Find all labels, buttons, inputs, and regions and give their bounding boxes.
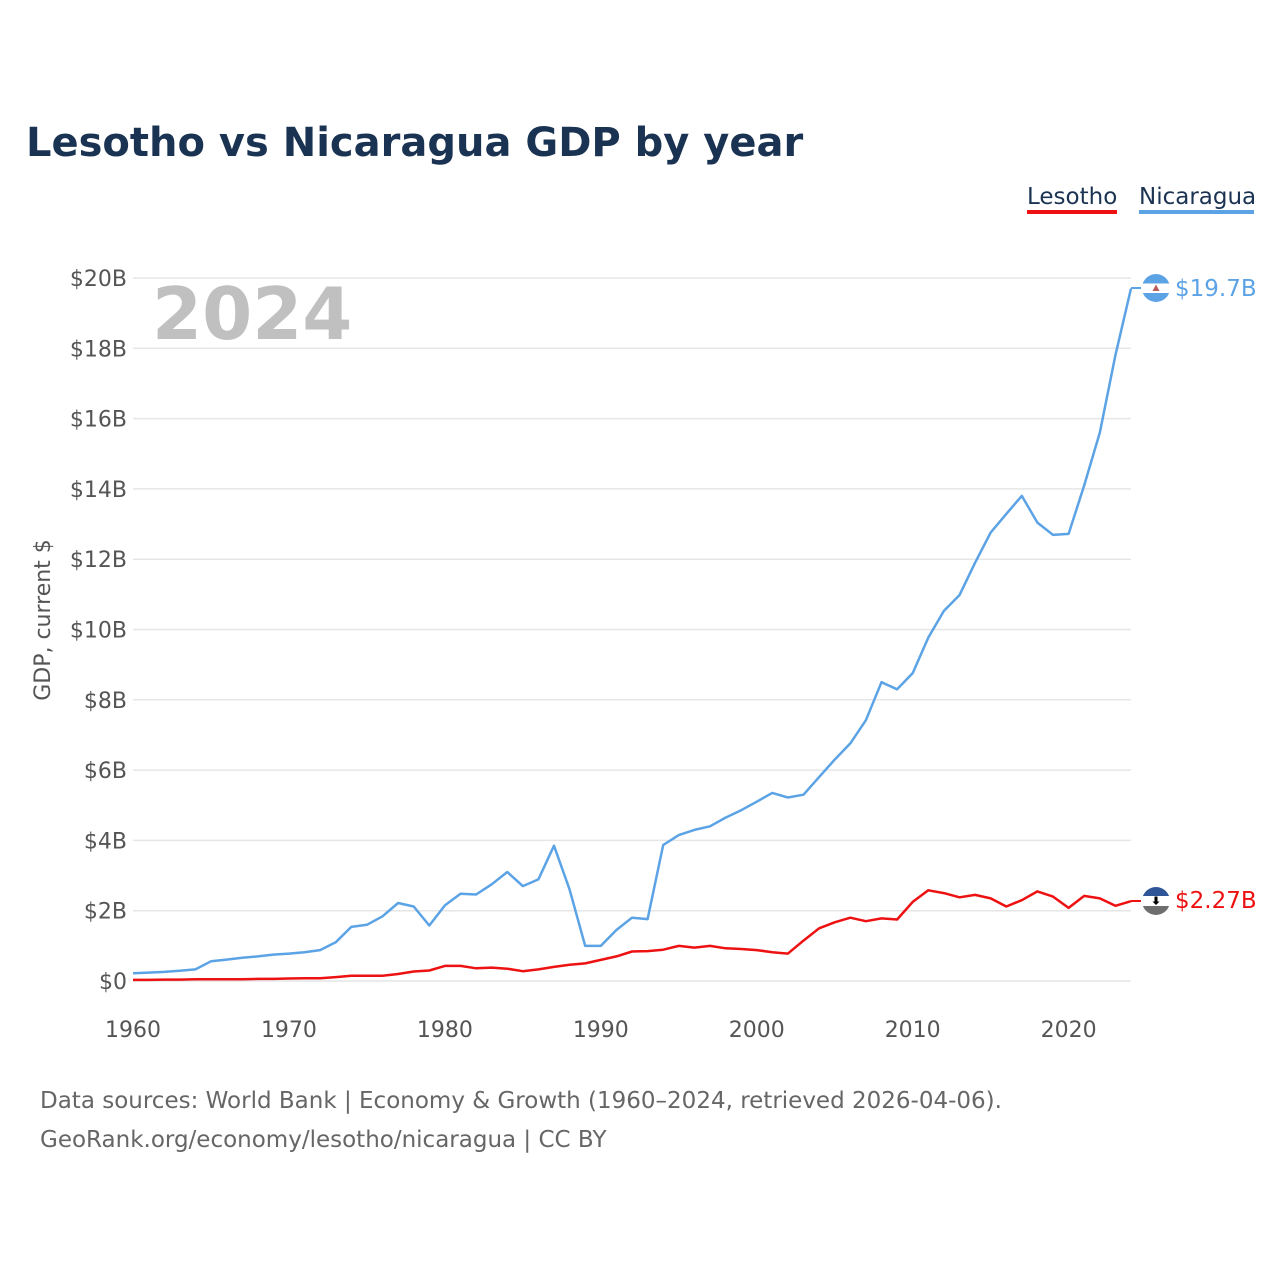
x-tick-label: 1980: [417, 1018, 473, 1043]
y-tick-label: $16B: [70, 408, 127, 433]
nicaragua-end-marker: $19.7B: [1131, 274, 1257, 302]
y-tick-label: $18B: [70, 337, 127, 362]
source-text: Data sources: World Bank | Economy & Gro…: [40, 1088, 1002, 1114]
y-tick-label: $4B: [84, 829, 127, 854]
credit-link[interactable]: GeoRank.org/economy/lesotho/nicaragua | …: [40, 1127, 607, 1153]
y-tick-label: $10B: [70, 619, 127, 644]
legend-item-nicaragua[interactable]: Nicaragua: [1139, 184, 1256, 214]
y-tick-label: $0: [99, 970, 127, 995]
y-tick-label: $14B: [70, 478, 127, 503]
legend-swatch-lesotho: [1027, 210, 1117, 214]
x-tick-label: 2020: [1041, 1018, 1097, 1043]
y-tick-label: $20B: [70, 267, 127, 292]
lesotho-end-value: $2.27B: [1175, 888, 1257, 914]
x-tick-label: 1970: [261, 1018, 317, 1043]
chart-title: Lesotho vs Nicaragua GDP by year: [26, 120, 803, 166]
y-tick-label: $2B: [84, 900, 127, 925]
series-line-nicaragua: [132, 288, 1133, 975]
legend: Lesotho Nicaragua: [1027, 184, 1256, 214]
x-tick-label: 1960: [105, 1018, 161, 1043]
nicaragua-flag-icon: [1142, 274, 1170, 302]
nicaragua-end-value: $19.7B: [1175, 276, 1257, 302]
legend-label-nicaragua: Nicaragua: [1139, 184, 1256, 210]
gridlines: [133, 277, 1131, 982]
series-lines: [132, 288, 1133, 982]
x-axis-ticks: 1960 1970 1980 1990 2000 2010 2020: [105, 1018, 1097, 1043]
legend-item-lesotho[interactable]: Lesotho: [1027, 184, 1117, 214]
series-line-lesotho: [133, 889, 1132, 982]
y-tick-label: $6B: [84, 759, 127, 784]
legend-label-lesotho: Lesotho: [1027, 184, 1117, 210]
x-tick-label: 2010: [885, 1018, 941, 1043]
lesotho-end-marker: $2.27B: [1131, 887, 1257, 915]
year-watermark: 2024: [152, 272, 352, 356]
y-axis-ticks: $0 $2B $4B $6B $8B $10B $12B $14B $16B $18B $20B: [70, 267, 127, 995]
legend-swatch-nicaragua: [1139, 210, 1254, 214]
y-tick-label: $8B: [84, 689, 127, 714]
x-tick-label: 1990: [573, 1018, 629, 1043]
y-axis-label: GDP, current $: [31, 539, 56, 701]
x-tick-label: 2000: [729, 1018, 785, 1043]
y-tick-label: $12B: [70, 548, 127, 573]
lesotho-flag-icon: [1142, 887, 1170, 915]
